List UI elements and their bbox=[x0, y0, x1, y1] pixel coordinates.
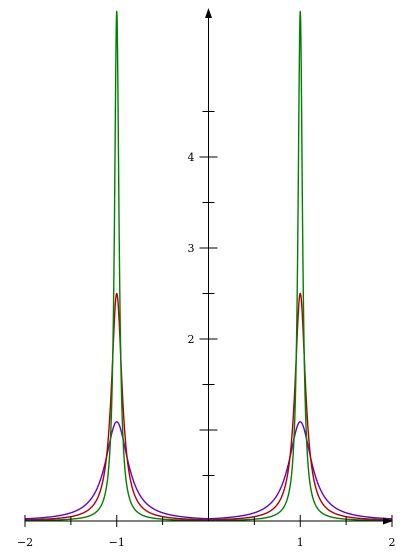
axes-layer bbox=[25, 8, 393, 525]
x-axis-arrow bbox=[383, 517, 393, 525]
y-tick-label: 3 bbox=[188, 242, 195, 255]
x-tick-label: −1 bbox=[109, 536, 125, 549]
y-tick-label: 2 bbox=[188, 333, 195, 346]
x-tick-label: 1 bbox=[297, 536, 304, 549]
ticks-layer bbox=[24, 111, 393, 527]
tick-labels-layer: −2 −1 1 2 2 3 4 bbox=[17, 151, 396, 549]
x-tick-label: −2 bbox=[17, 536, 33, 549]
y-axis-arrow bbox=[205, 8, 212, 18]
x-tick-label: 2 bbox=[389, 536, 396, 549]
y-tick-label: 4 bbox=[188, 151, 195, 164]
